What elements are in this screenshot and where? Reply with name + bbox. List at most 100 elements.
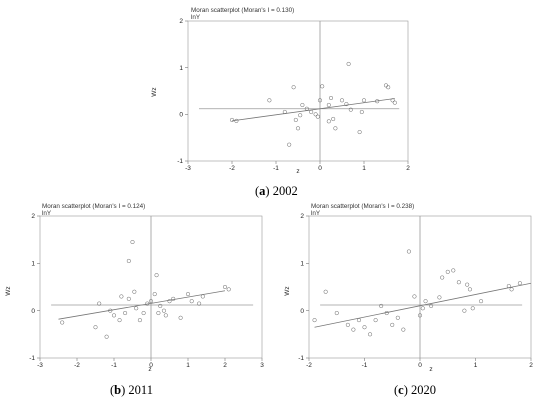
chart-c-scatter-point	[368, 332, 373, 337]
chart-c-scatter-point	[412, 294, 417, 299]
chart-a-scatter-point	[295, 126, 301, 131]
chart-b-scatter-point	[111, 313, 117, 318]
chart-b-x-ticks: -3 -2 -1 0 1 2 3	[37, 358, 264, 369]
chart-b-scatter-point	[126, 296, 131, 301]
chart-c-x-tick-label: 1	[474, 362, 478, 369]
chart-c-scatter-point	[373, 318, 378, 323]
chart-a-scatter-point	[392, 100, 397, 105]
chart-b-scatter-point	[200, 294, 205, 299]
chart-b-scatter-point	[137, 318, 142, 323]
chart-a-marks	[199, 21, 400, 161]
chart-a-x-tick-label: -1	[273, 165, 279, 172]
chart-a-scatter-point	[320, 84, 325, 89]
chart-a-scatter-point	[346, 61, 351, 66]
chart-a-scatter-point	[317, 98, 323, 103]
chart-b-scatter-point	[130, 239, 135, 245]
chart-c-moran-2020: Moran scatterplot (Moran's I = 0.238) ln…	[284, 203, 533, 397]
chart-c-scatter-point	[445, 269, 450, 274]
chart-a-caption-year: 2002	[273, 184, 298, 198]
chart-a-scatter-point	[326, 119, 331, 124]
chart-b-marks	[51, 216, 254, 358]
chart-c-x-tick-label: -2	[306, 362, 312, 369]
chart-a-scatter-point	[331, 116, 336, 122]
chart-b-scatter-point	[123, 310, 128, 316]
chart-b-scatter-point	[178, 315, 183, 320]
chart-a-scatter-point	[234, 118, 239, 123]
chart-b-y-tick-label: -1	[29, 355, 35, 362]
chart-c-scatter-point	[423, 299, 428, 304]
chart-a-y-tick-label: 2	[179, 18, 183, 25]
chart-b-x-tick-label: 1	[186, 362, 190, 369]
chart-a-scatter-point	[328, 95, 334, 101]
chart-c-scatter-point	[417, 313, 423, 318]
chart-b-scatter-point	[158, 303, 163, 308]
chart-c-xlabel: z	[429, 366, 432, 373]
chart-c-scatter-point	[451, 268, 456, 273]
chart-a-scatter-point	[339, 98, 345, 103]
chart-b-x-tick-label: -3	[37, 362, 43, 369]
chart-c-scatter-point	[345, 322, 350, 327]
chart-c-scatter-point	[401, 327, 406, 332]
chart-a-y-tick-label: -1	[177, 158, 183, 165]
chart-b-scatter-point	[167, 299, 172, 304]
chart-a-y-tick-label: 1	[179, 65, 183, 72]
chart-a-scatter-point	[357, 130, 362, 135]
chart-b-y-tick-label: 1	[31, 261, 35, 268]
chart-b-x-tick-label: -2	[74, 362, 80, 369]
chart-a-scatter-point	[361, 98, 367, 103]
chart-c-scatter-point	[390, 322, 395, 327]
chart-c-y-tick-label: 0	[300, 308, 304, 315]
chart-b-scatter-point	[132, 289, 137, 294]
chart-b-y-ticks: -1 0 1 2	[29, 213, 40, 362]
chart-c-scatter-point	[379, 303, 384, 308]
chart-c-caption-year: 2020	[411, 383, 436, 397]
chart-a-scatter-point	[390, 98, 395, 103]
chart-a-x-tick-label: 1	[362, 165, 366, 172]
chart-c-scatter-point	[406, 249, 411, 254]
chart-b-caption-letter: b	[114, 383, 121, 397]
chart-b-caption: (b) 2011	[110, 383, 153, 397]
chart-c-y-ticks: -1 0 1 2	[298, 213, 309, 362]
chart-b-scatter-point	[134, 306, 139, 311]
chart-b-xlabel: z	[148, 366, 151, 373]
chart-a-scatter-point	[344, 102, 349, 107]
chart-a-scatter-point	[300, 102, 305, 108]
chart-c-scatter-point	[429, 303, 434, 308]
chart-a-caption: (a) 2002	[255, 184, 298, 198]
chart-c-scatter-point	[509, 287, 514, 292]
chart-c-caption: (c) 2020	[394, 383, 436, 397]
chart-a-scatter-point	[304, 106, 309, 111]
chart-a-scatter-point	[282, 109, 287, 115]
chart-a-x-ticks: -3 -2 -1 0 1 2	[185, 161, 410, 172]
chart-c-scatter-point	[456, 280, 461, 285]
chart-b-scatter-point	[152, 292, 157, 297]
chart-b-scatter-point	[60, 320, 65, 325]
chart-c-scatter-point	[362, 325, 367, 330]
chart-a-plot-frame	[187, 20, 409, 162]
chart-a-x-tick-label: -3	[185, 165, 191, 172]
chart-c-fit-line	[314, 282, 532, 328]
chart-c-scatter-point	[440, 275, 445, 280]
chart-b-scatter-point	[97, 301, 102, 306]
chart-a-x-tick-label: -2	[229, 165, 235, 172]
chart-a-scatter-point	[375, 99, 380, 104]
chart-b-scatter-point	[226, 287, 231, 292]
chart-a-caption-letter: a	[259, 184, 266, 198]
chart-a-subtitle: lnY	[191, 14, 201, 21]
chart-c-marks	[312, 216, 532, 358]
chart-b-scatter-point	[189, 299, 194, 304]
chart-a-scatter-point	[293, 117, 298, 122]
chart-c-scatter-point	[517, 281, 522, 286]
chart-a-scatter-point	[298, 113, 303, 118]
chart-a-scatter-point	[348, 107, 353, 112]
chart-b-scatter-point	[119, 294, 124, 299]
chart-c-scatter-point	[479, 299, 484, 304]
chart-c-scatter-point	[351, 327, 356, 332]
chart-c-y-tick-label: 2	[300, 213, 304, 220]
chart-c-scatter-point	[395, 315, 400, 320]
chart-b-scatter-point	[141, 310, 146, 316]
chart-c-x-tick-label: 0	[418, 362, 422, 369]
chart-c-scatter-point	[506, 284, 511, 289]
chart-a-scatter-point	[326, 102, 331, 108]
